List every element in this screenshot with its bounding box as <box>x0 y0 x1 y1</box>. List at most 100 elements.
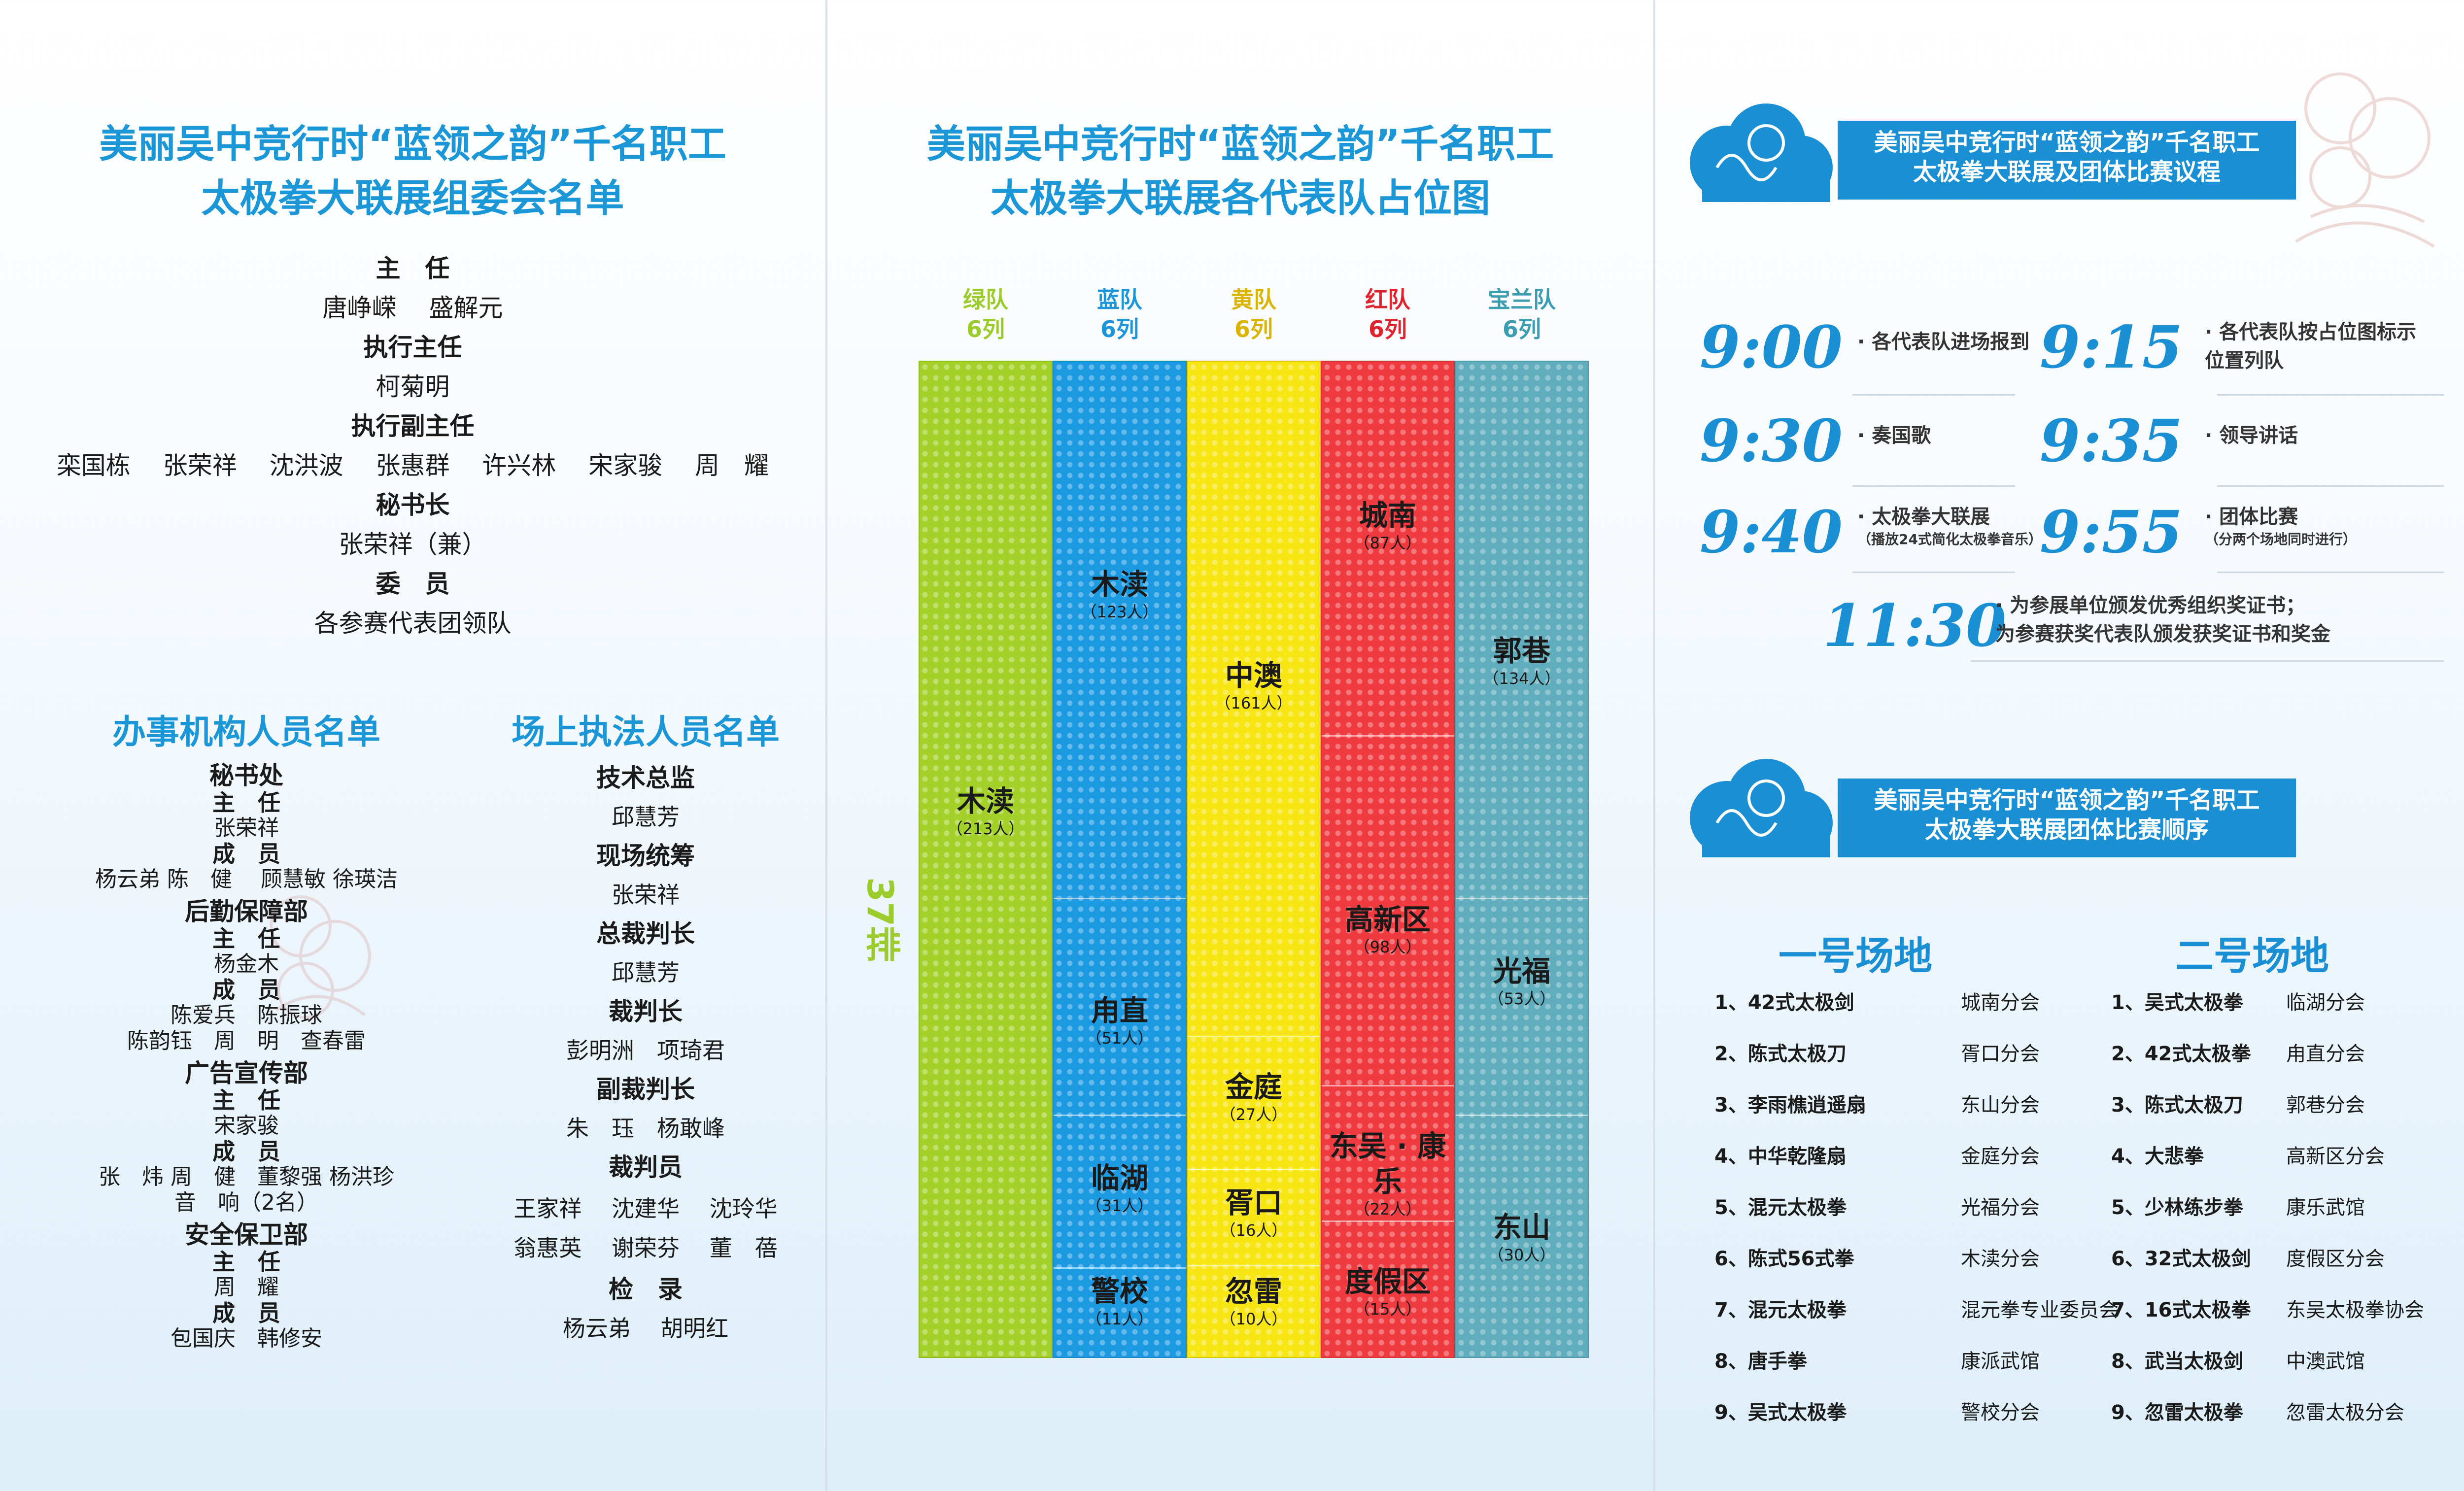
team-columns: 6列 <box>966 316 1005 342</box>
team-header: 蓝队 6列 <box>1053 285 1187 344</box>
department-members: 音 响（2名） <box>174 1190 318 1215</box>
order-row: 7、16式太极拳 东吴太极拳协会 <box>2111 1298 2464 1322</box>
committee-names: 柯菊明 <box>376 373 450 401</box>
order-unit: 混元拳专业委员会 <box>1961 1299 2119 1322</box>
order-unit: 康派武馆 <box>1961 1350 2040 1373</box>
zone-name: 度假区 <box>1344 1265 1431 1298</box>
cloud-decoration-icon <box>270 895 371 1019</box>
team-band <box>1321 361 1455 1358</box>
team-header: 红队 6列 <box>1321 285 1455 344</box>
department-role: 成 员 <box>212 841 280 867</box>
agenda-event: · 团体比赛 （分两个场地同时进行） <box>2205 506 2357 547</box>
department-members: 周 耀 <box>214 1275 279 1300</box>
office-staff-title: 办事机构人员名单 <box>112 713 380 752</box>
department-role: 成 员 <box>212 977 280 1003</box>
team-columns: 6列 <box>1502 316 1541 342</box>
order-item: 9、忽雷太极拳 <box>2111 1401 2243 1424</box>
zone-divider <box>1456 1115 1588 1116</box>
zone-name: 高新区 <box>1344 903 1431 936</box>
agenda-time: 9:00 <box>1700 313 1843 381</box>
field-role: 现场统筹 <box>596 842 695 870</box>
order-item: 1、42式太极剑 <box>1714 991 1854 1014</box>
agenda-divider <box>1852 485 2015 487</box>
field-role: 总裁判长 <box>596 919 695 948</box>
committee-panel: 美丽吴中竞行时“蓝领之韵”千名职工 太极拳大联展组委会名单 主 任 唐峥嵘 盛解… <box>0 0 825 1491</box>
venue-two-title: 二号场地 <box>2175 934 2329 979</box>
order-row: 8、唐手拳 康派武馆 <box>1714 1349 2109 1374</box>
team-band <box>1053 361 1187 1358</box>
team-name: 蓝队 <box>1097 286 1142 313</box>
zone-count: （87人） <box>1354 534 1422 552</box>
team-name: 红队 <box>1365 286 1410 313</box>
order-row: 1、吴式太极拳 临湖分会 <box>2111 990 2464 1015</box>
zone-label: 胥口 （16人） <box>1187 1185 1321 1240</box>
team-band <box>919 361 1053 1358</box>
zone-divider <box>1322 735 1454 737</box>
zone-name: 木渎 <box>1091 568 1148 601</box>
agenda-banner-line2: 太极拳大联展及团体比赛议程 <box>1913 158 2221 186</box>
formation-title-line2: 太极拳大联展各代表队占位图 <box>990 176 1490 221</box>
committee-role: 主 任 <box>376 254 450 283</box>
team-columns: 6列 <box>1100 316 1139 342</box>
zone-count: （134人） <box>1483 669 1561 688</box>
order-unit: 东吴太极拳协会 <box>2286 1299 2424 1322</box>
department-members: 张 炜 周 健 董黎强 杨洪珍 <box>99 1164 394 1189</box>
zone-label: 临湖 （31人） <box>1053 1160 1187 1216</box>
zone-divider <box>1054 1267 1186 1269</box>
zone-label: 东山 （30人） <box>1455 1210 1589 1265</box>
order-row: 5、少林练步拳 康乐武馆 <box>2111 1195 2464 1220</box>
order-row: 4、大悲拳 高新区分会 <box>2111 1144 2464 1169</box>
zone-count: （213人） <box>947 819 1025 838</box>
zone-name: 甪直 <box>1091 994 1148 1027</box>
order-unit: 警校分会 <box>1961 1401 2040 1424</box>
field-staff-title: 场上执法人员名单 <box>511 713 780 752</box>
agenda-divider <box>2217 485 2444 487</box>
zone-label: 东吴 · 康乐 （22人） <box>1321 1128 1455 1219</box>
formation-panel: 美丽吴中竞行时“蓝领之韵”千名职工 太极拳大联展各代表队占位图 绿队 6列 蓝队 6列… <box>825 0 1653 1491</box>
zone-count: （10人） <box>1220 1310 1288 1328</box>
department-role: 成 员 <box>212 1138 280 1165</box>
field-role: 裁判员 <box>609 1153 683 1182</box>
zone-label: 城南 （87人） <box>1321 498 1455 553</box>
order-item: 7、混元太极拳 <box>1714 1299 1847 1322</box>
agenda-time: 9:40 <box>1700 498 1843 566</box>
team-name: 宝兰队 <box>1488 286 1556 313</box>
order-item: 3、陈式太极刀 <box>2111 1094 2243 1117</box>
order-item: 7、16式太极拳 <box>2111 1299 2251 1322</box>
zone-count: （53人） <box>1488 989 1556 1008</box>
formation-title-line1: 美丽吴中竞行时“蓝领之韵”千名职工 <box>926 122 1554 167</box>
field-names: 王家祥 沈建华 沈玲华 翁惠英 谢荣芬 董 蓓 <box>513 1195 778 1261</box>
zone-label: 郭巷 （134人） <box>1455 633 1589 688</box>
order-item: 9、吴式太极拳 <box>1714 1401 1847 1424</box>
order-row: 8、武当太极剑 中澳武馆 <box>2111 1349 2464 1374</box>
order-item: 3、李雨樵逍遥扇 <box>1714 1094 1866 1117</box>
agenda-divider <box>2217 394 2444 396</box>
agenda-event: · 太极拳大联展 （播放24式简化太极拳音乐） <box>1857 506 2042 547</box>
order-item: 8、武当太极剑 <box>2111 1350 2243 1373</box>
team-header: 黄队 6列 <box>1187 285 1321 344</box>
order-unit: 临湖分会 <box>2286 991 2365 1014</box>
order-row: 1、42式太极剑 城南分会 <box>1714 990 2109 1015</box>
zone-count: （123人） <box>1081 603 1159 621</box>
order-row: 4、中华乾隆扇 金庭分会 <box>1714 1144 2109 1169</box>
zone-name: 木渎 <box>957 784 1014 818</box>
field-names: 彭明洲 项琦君 <box>566 1037 725 1064</box>
order-unit: 东山分会 <box>1961 1094 2040 1117</box>
department-members: 包国庆 韩修安 <box>171 1326 322 1351</box>
order-item: 1、吴式太极拳 <box>2111 991 2243 1014</box>
field-names: 邱慧芳 <box>612 959 680 986</box>
zone-count: （98人） <box>1354 938 1422 956</box>
department-role: 成 员 <box>212 1300 280 1326</box>
department-name: 安全保卫部 <box>185 1220 308 1249</box>
team-band <box>1455 361 1589 1358</box>
order-unit: 中澳武馆 <box>2286 1350 2365 1373</box>
order-row: 2、42式太极拳 甪直分会 <box>2111 1042 2464 1066</box>
team-header: 宝兰队 6列 <box>1455 285 1589 344</box>
zone-label: 中澳 （161人） <box>1187 658 1321 713</box>
zone-count: （30人） <box>1488 1246 1556 1264</box>
committee-names: 张荣祥（兼） <box>339 530 487 559</box>
team-name: 黄队 <box>1231 286 1276 313</box>
order-unit: 高新区分会 <box>2286 1145 2385 1168</box>
department-role: 主 任 <box>212 1249 280 1275</box>
order-item: 5、少林练步拳 <box>2111 1196 2243 1219</box>
